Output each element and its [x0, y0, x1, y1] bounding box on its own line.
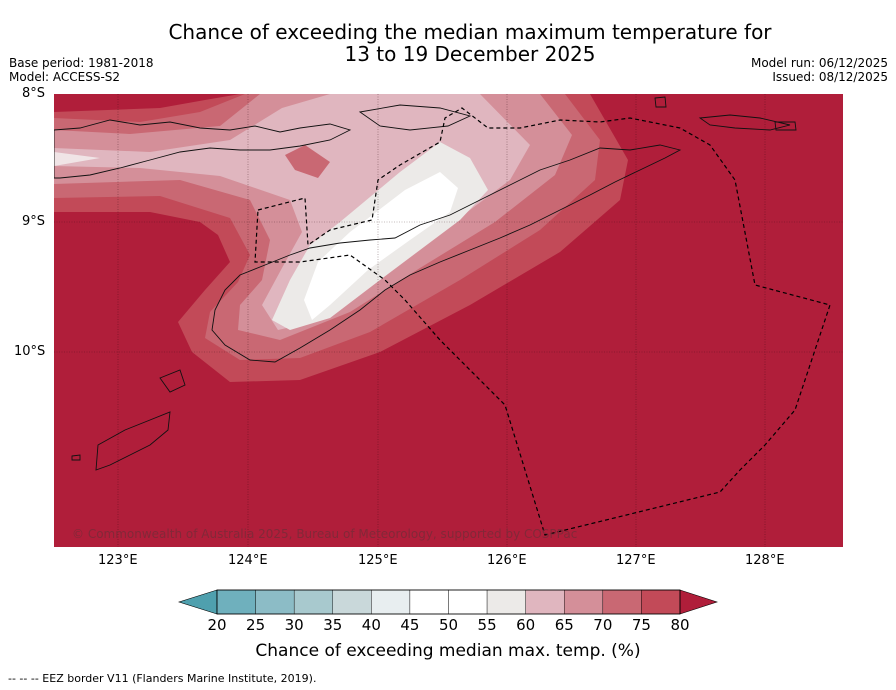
map-title-line-2: 13 to 19 December 2025 — [344, 42, 596, 66]
small-island — [654, 96, 667, 108]
colorbar-bin — [486, 589, 526, 615]
probability-field-55-60 — [54, 94, 530, 330]
timor-coastline — [211, 144, 682, 363]
colorbar — [178, 589, 718, 615]
colorbar-extend-high — [679, 589, 718, 615]
eez-border — [254, 107, 831, 536]
wetar-coastline — [358, 104, 472, 131]
colorbar-tick-label: 30 — [284, 616, 304, 634]
lon-label-124e: 124°E — [228, 553, 268, 568]
colorbar-tick-label: 75 — [631, 616, 651, 634]
graticule — [54, 94, 843, 547]
colorbar-tick-label: 80 — [670, 616, 690, 634]
colorbar-title: Chance of exceeding median max. temp. (%… — [255, 641, 641, 661]
lat-label-9s: 9°S — [22, 214, 46, 229]
colorbar-bin — [409, 589, 449, 615]
meta-right: Model run: 06/12/2025 Issued: 08/12/2025 — [751, 56, 888, 84]
colorbar-tick-label: 35 — [323, 616, 343, 634]
probability-pocket — [285, 145, 330, 178]
lon-label-128e: 128°E — [745, 553, 785, 568]
colorbar-tick-label: 60 — [516, 616, 536, 634]
colorbar-tick-label: 40 — [361, 616, 381, 634]
sawu-coastline — [95, 411, 171, 471]
model-run: Model run: 06/12/2025 — [750, 56, 888, 70]
probability-field-strip — [54, 152, 100, 166]
small-island-2 — [774, 121, 797, 131]
tiny-island — [71, 454, 81, 461]
colorbar-tick-label: 70 — [593, 616, 613, 634]
colorbar-tick-label: 55 — [477, 616, 497, 634]
meta-left: Base period: 1981-2018 Model: ACCESS-S2 — [9, 56, 154, 84]
colorbar-bin — [216, 589, 256, 615]
colorbar-bin — [448, 589, 488, 615]
colorbar-bin — [255, 589, 295, 615]
eez-legend-note: -- -- -- EEZ border V11 (Flanders Marine… — [8, 672, 317, 685]
island-ne-coastline — [698, 114, 791, 131]
colorbar-bin — [371, 589, 411, 615]
colorbar-tick-label: 50 — [438, 616, 459, 634]
map-panel — [54, 94, 843, 547]
flores-alor-coastline — [54, 119, 352, 179]
rote-coastline — [159, 369, 186, 393]
model-name: Model: ACCESS-S2 — [9, 70, 121, 84]
colorbar-tick-label: 65 — [554, 616, 574, 634]
colorbar-bin — [641, 589, 681, 615]
colorbar-frame — [216, 589, 681, 615]
colorbar-bin — [602, 589, 642, 615]
lon-label-123e: 123°E — [98, 553, 138, 568]
colorbar-extend-low — [178, 589, 218, 615]
colorbar-bin — [564, 589, 604, 615]
map-title-line-1: Chance of exceeding the median maximum t… — [168, 20, 772, 44]
issued-date: Issued: 08/12/2025 — [772, 70, 888, 84]
colorbar-tick-label: 45 — [400, 616, 420, 634]
colorbar-tick-label: 25 — [246, 616, 266, 634]
lat-label-10s: 10°S — [14, 344, 46, 359]
colorbar-bin — [293, 589, 333, 615]
colorbar-bin — [525, 589, 565, 615]
base-period: Base period: 1981-2018 — [9, 56, 154, 70]
lon-label-127e: 127°E — [616, 553, 656, 568]
copyright-notice: © Commonwealth of Australia 2025, Bureau… — [72, 527, 578, 541]
lon-label-126e: 126°E — [487, 553, 527, 568]
lon-label-125e: 125°E — [358, 553, 398, 568]
colorbar-tick-label: 20 — [207, 616, 227, 634]
colorbar-bin — [332, 589, 372, 615]
probability-field-45-50 — [304, 172, 458, 320]
lat-label-8s: 8°S — [22, 86, 46, 101]
